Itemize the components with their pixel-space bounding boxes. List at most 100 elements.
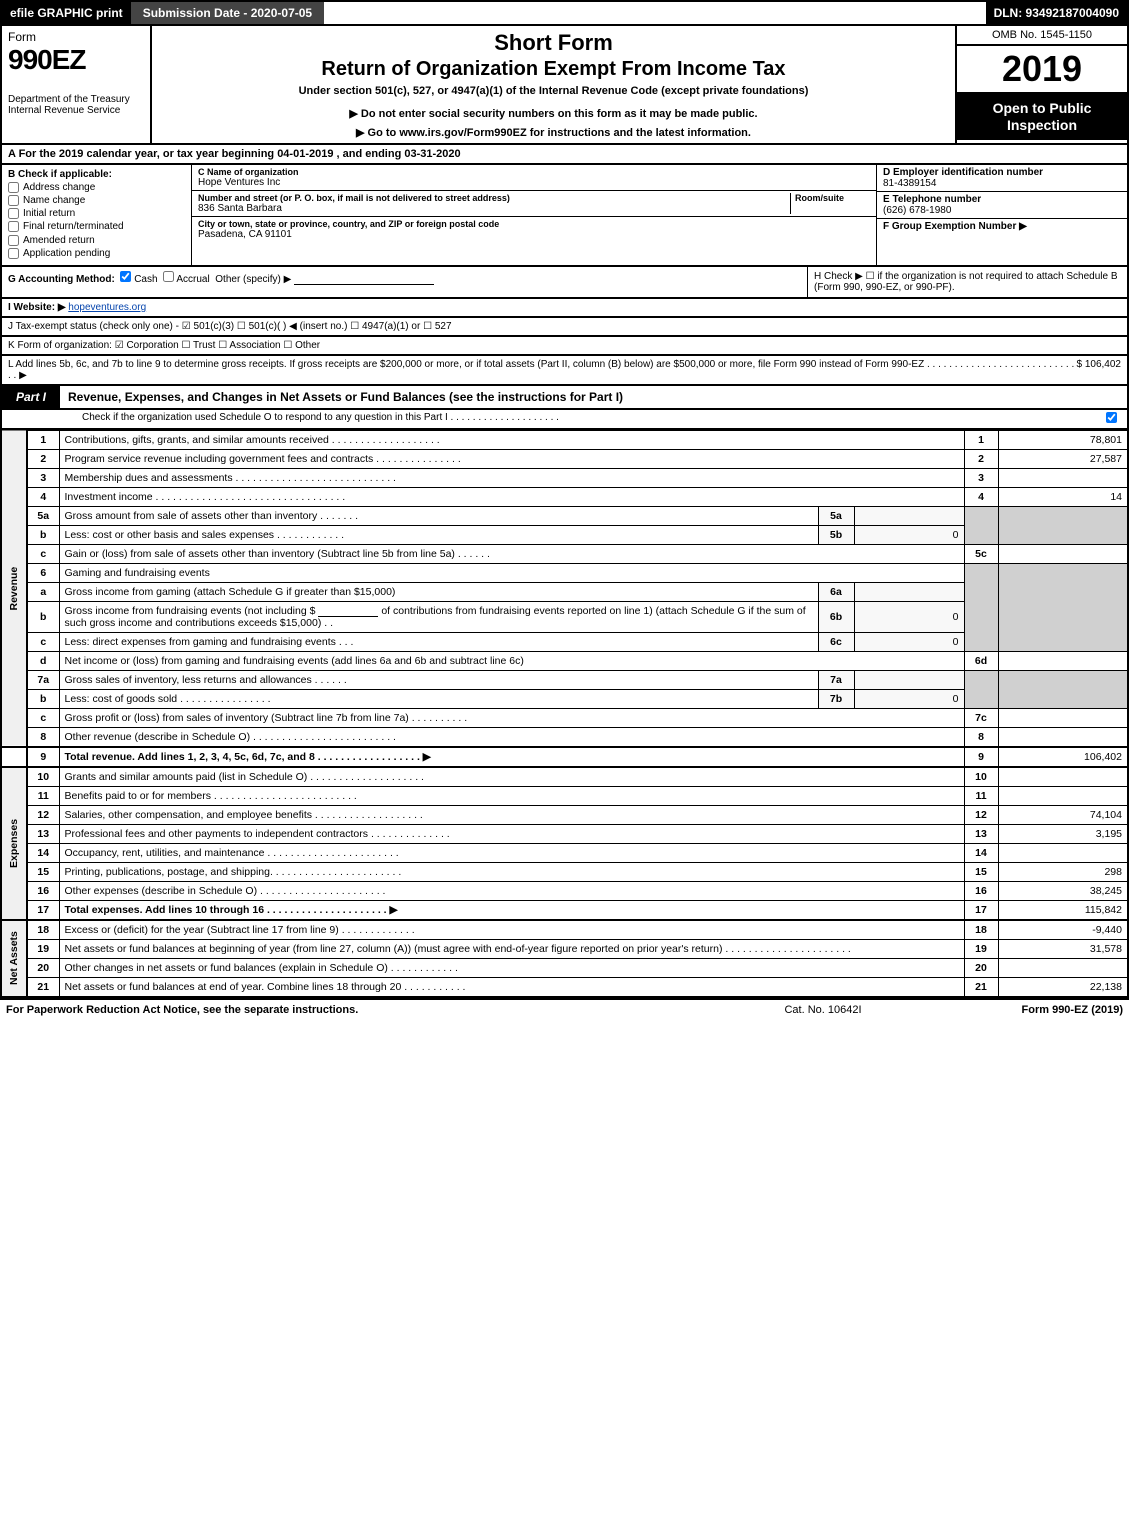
ln21-text: Net assets or fund balances at end of ye… (59, 977, 964, 997)
ln5c-text: Gain or (loss) from sale of assets other… (59, 544, 964, 563)
line-21: 21 Net assets or fund balances at end of… (1, 977, 1128, 997)
ln9-text: Total revenue. Add lines 1, 2, 3, 4, 5c,… (59, 747, 964, 767)
ln1-rn: 1 (964, 430, 998, 449)
website-label: I Website: ▶ (8, 302, 66, 313)
cash-label: Cash (134, 274, 157, 285)
chk-app-pending[interactable]: Application pending (8, 248, 185, 259)
shade-6v (998, 563, 1128, 651)
ln7a-text: Gross sales of inventory, less returns a… (59, 670, 818, 689)
ln18-rn: 18 (964, 920, 998, 940)
page-footer: For Paperwork Reduction Act Notice, see … (0, 998, 1129, 1020)
submission-date: Submission Date - 2020-07-05 (131, 2, 324, 24)
city-label: City or town, state or province, country… (198, 219, 870, 229)
ln2-text: Program service revenue including govern… (59, 449, 964, 468)
other-specify-line[interactable] (294, 273, 434, 285)
ln5c-rn: 5c (964, 544, 998, 563)
ln7a-sn: 7a (818, 670, 854, 689)
side-blank (1, 747, 27, 767)
ln20-val (998, 958, 1128, 977)
under-section: Under section 501(c), 527, or 4947(a)(1)… (160, 85, 947, 97)
ln12-num: 12 (27, 805, 59, 824)
city: Pasadena, CA 91101 (198, 229, 870, 240)
chk-final-return[interactable]: Final return/terminated (8, 221, 185, 232)
chk-address-change[interactable]: Address change (8, 182, 185, 193)
app-pending-label: Application pending (23, 248, 110, 259)
ln1-num: 1 (27, 430, 59, 449)
ln3-num: 3 (27, 468, 59, 487)
final-return-checkbox[interactable] (8, 221, 19, 232)
ln15-rn: 15 (964, 862, 998, 881)
org-name-cell: C Name of organization Hope Ventures Inc (192, 165, 876, 191)
ln6b-sv: 0 (854, 601, 964, 632)
line-15: 15 Printing, publications, postage, and … (1, 862, 1128, 881)
ln6a-sv (854, 582, 964, 601)
chk-initial-return[interactable]: Initial return (8, 208, 185, 219)
shade-5v (998, 506, 1128, 544)
ln8-num: 8 (27, 727, 59, 747)
room-label: Room/suite (795, 193, 870, 203)
group-exemption-label: F Group Exemption Number ▶ (883, 221, 1027, 232)
accrual-checkbox[interactable] (163, 271, 174, 282)
ln5b-sv: 0 (854, 525, 964, 544)
row-gh: G Accounting Method: Cash Accrual Other … (0, 267, 1129, 299)
amended-checkbox[interactable] (8, 235, 19, 246)
line-12: 12 Salaries, other compensation, and emp… (1, 805, 1128, 824)
ln16-text: Other expenses (describe in Schedule O) … (59, 881, 964, 900)
info-grid: B Check if applicable: Address change Na… (0, 165, 1129, 267)
ln7c-text: Gross profit or (loss) from sales of inv… (59, 708, 964, 727)
address-change-checkbox[interactable] (8, 182, 19, 193)
line-7b: b Less: cost of goods sold . . . . . . .… (1, 689, 1128, 708)
ln5a-text: Gross amount from sale of assets other t… (59, 506, 818, 525)
ln11-rn: 11 (964, 786, 998, 805)
line-5a: 5a Gross amount from sale of assets othe… (1, 506, 1128, 525)
ln11-val (998, 786, 1128, 805)
ln18-text: Excess or (deficit) for the year (Subtra… (59, 920, 964, 940)
initial-return-checkbox[interactable] (8, 208, 19, 219)
ln3-val (998, 468, 1128, 487)
ln15-num: 15 (27, 862, 59, 881)
line-14: 14 Occupancy, rent, utilities, and maint… (1, 843, 1128, 862)
short-form-title: Short Form (160, 30, 947, 56)
ln5a-num: 5a (27, 506, 59, 525)
app-pending-checkbox[interactable] (8, 248, 19, 259)
chk-name-change[interactable]: Name change (8, 195, 185, 206)
website-link[interactable]: hopeventures.org (68, 302, 146, 313)
line-18: Net Assets 18 Excess or (deficit) for th… (1, 920, 1128, 940)
part1-checkbox[interactable] (1101, 412, 1121, 426)
initial-return-label: Initial return (23, 208, 75, 219)
final-return-label: Final return/terminated (23, 222, 124, 233)
form-number: 990EZ (8, 44, 144, 76)
ln5b-num: b (27, 525, 59, 544)
ln7a-num: 7a (27, 670, 59, 689)
ln5c-num: c (27, 544, 59, 563)
ln21-val: 22,138 (998, 977, 1128, 997)
cash-checkbox[interactable] (120, 271, 131, 282)
part1-note: Check if the organization used Schedule … (0, 410, 1129, 430)
line-16: 16 Other expenses (describe in Schedule … (1, 881, 1128, 900)
ln4-text: Investment income . . . . . . . . . . . … (59, 487, 964, 506)
name-change-checkbox[interactable] (8, 195, 19, 206)
phone-label: E Telephone number (883, 194, 1121, 205)
ln8-text: Other revenue (describe in Schedule O) .… (59, 727, 964, 747)
ln13-text: Professional fees and other payments to … (59, 824, 964, 843)
row-l-amount: $ 106,402 (1077, 359, 1122, 381)
ein-label: D Employer identification number (883, 167, 1121, 178)
efile-label[interactable]: efile GRAPHIC print (2, 2, 131, 24)
ln3-text: Membership dues and assessments . . . . … (59, 468, 964, 487)
ln14-val (998, 843, 1128, 862)
ln7c-num: c (27, 708, 59, 727)
form-word: Form (8, 30, 144, 44)
ln6b-blank[interactable] (318, 605, 378, 617)
chk-amended[interactable]: Amended return (8, 235, 185, 246)
ln14-num: 14 (27, 843, 59, 862)
ln18-val: -9,440 (998, 920, 1128, 940)
addr: 836 Santa Barbara (198, 203, 790, 214)
open-to-public: Open to Public Inspection (957, 94, 1127, 140)
line-4: 4 Investment income . . . . . . . . . . … (1, 487, 1128, 506)
line-2: 2 Program service revenue including gove… (1, 449, 1128, 468)
ln2-val: 27,587 (998, 449, 1128, 468)
box-def: D Employer identification number 81-4389… (877, 165, 1127, 265)
ssn-note: ▶ Do not enter social security numbers o… (160, 107, 947, 120)
line-6a: a Gross income from gaming (attach Sched… (1, 582, 1128, 601)
accrual-label: Accrual (176, 274, 209, 285)
